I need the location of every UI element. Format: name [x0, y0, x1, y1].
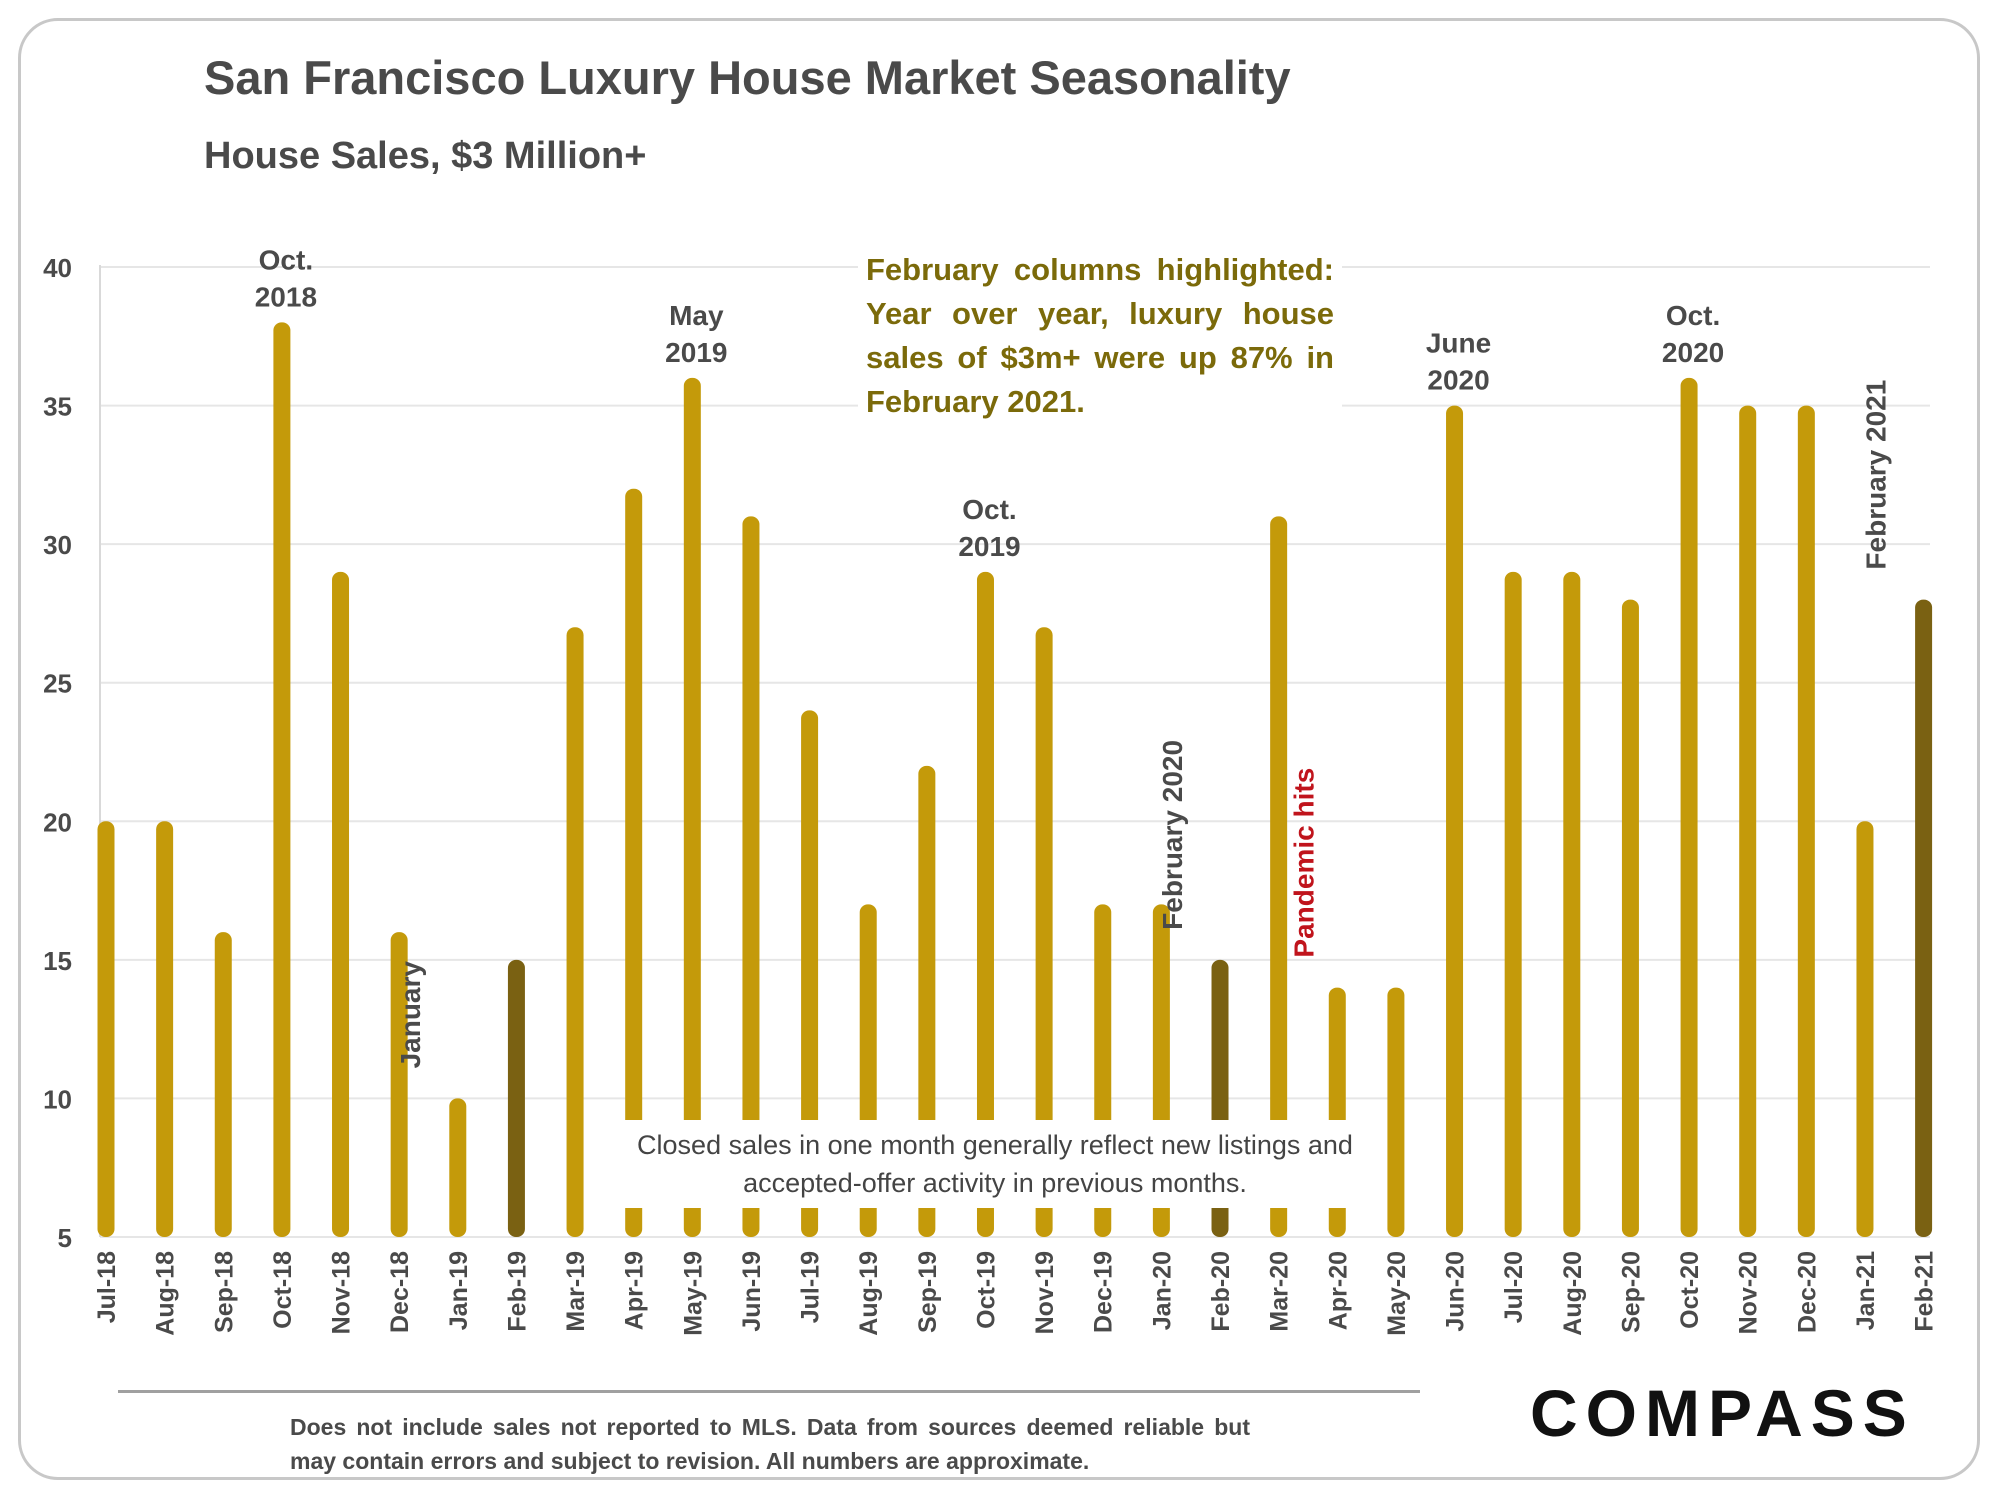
annotation-label: Oct. [962, 494, 1016, 525]
x-tick-label: Jan-19 [445, 1251, 473, 1330]
annotation-label: Oct. [1666, 300, 1720, 331]
x-tick-label: Oct-19 [972, 1251, 1000, 1329]
y-tick-label: 40 [43, 253, 72, 283]
y-tick-label: 35 [43, 392, 72, 422]
annotation-label: May [669, 300, 724, 331]
y-tick-label: 5 [58, 1223, 72, 1253]
bar-nov-20 [1739, 405, 1757, 1238]
chart-subtitle: House Sales, $3 Million+ [204, 135, 647, 177]
bar-sep-18 [214, 932, 232, 1237]
bar-jan-21 [1856, 821, 1874, 1237]
footer-divider [118, 1390, 1420, 1393]
bar-sep-20 [1621, 599, 1639, 1237]
pandemic-annotation: Pandemic hits [1288, 768, 1319, 958]
annotation-label: 2019 [958, 531, 1020, 562]
bar-nov-19 [1035, 627, 1053, 1237]
annotation-label: 2019 [665, 337, 727, 368]
x-tick-label: Feb-20 [1207, 1251, 1235, 1332]
x-tick-label: Sep-19 [914, 1251, 942, 1333]
bar-feb-19 [507, 959, 525, 1237]
callout-annotation: February columns highlighted: Year over … [858, 248, 1342, 424]
x-tick-label: Sep-18 [210, 1251, 238, 1333]
bar-may-20 [1387, 987, 1405, 1237]
y-tick-label: 20 [43, 807, 72, 837]
y-tick-label: 15 [43, 946, 72, 976]
annotation-label: 2020 [1662, 337, 1724, 368]
x-tick-label: Aug-20 [1559, 1251, 1587, 1336]
annotation-label: January [395, 961, 426, 1069]
annotation-label: 2018 [255, 281, 317, 312]
bar-oct-19 [976, 571, 994, 1237]
x-tick-label: Jul-20 [1500, 1251, 1528, 1323]
bar-jul-18 [97, 821, 115, 1237]
x-tick-label: Jul-18 [93, 1251, 121, 1323]
bar-mar-20 [1270, 516, 1288, 1237]
y-tick-label: 25 [43, 669, 72, 699]
x-tick-label: Jan-21 [1852, 1251, 1880, 1330]
bar-apr-19 [625, 488, 643, 1237]
x-tick-label: Mar-19 [562, 1251, 590, 1332]
x-tick-label: Oct-20 [1676, 1251, 1704, 1329]
x-tick-label: Apr-19 [621, 1251, 649, 1330]
x-tick-label: Dec-19 [1090, 1251, 1118, 1333]
bar-nov-18 [332, 571, 350, 1237]
x-tick-label: Nov-19 [1031, 1251, 1059, 1334]
bar-jun-19 [742, 516, 760, 1237]
x-tick-label: Sep-20 [1617, 1251, 1645, 1333]
x-tick-label: Feb-21 [1911, 1251, 1939, 1332]
bar-jul-19 [801, 710, 819, 1237]
x-tick-label: Mar-20 [1266, 1251, 1294, 1332]
x-tick-label: Apr-20 [1324, 1251, 1352, 1330]
x-tick-label: Nov-18 [328, 1251, 356, 1334]
bar-aug-20 [1563, 571, 1581, 1237]
note-annotation: Closed sales in one month generally refl… [620, 1120, 1370, 1208]
x-tick-label: Feb-19 [503, 1251, 531, 1332]
footnote: Does not include sales not reported to M… [290, 1414, 1250, 1474]
bar-jan-19 [449, 1098, 467, 1237]
bar-mar-19 [566, 627, 584, 1237]
annotation-label: February 2020 [1157, 740, 1188, 930]
x-tick-label: Dec-18 [386, 1251, 414, 1333]
bar-dec-18 [390, 932, 408, 1237]
bar-jun-20 [1446, 405, 1464, 1238]
x-tick-label: May-20 [1383, 1251, 1411, 1336]
x-tick-label: Oct-18 [269, 1251, 297, 1329]
bar-sep-19 [918, 765, 936, 1237]
compass-logo: COMPASS [1530, 1376, 1915, 1450]
x-tick-label: Jul-19 [797, 1251, 825, 1323]
bar-jul-20 [1504, 571, 1522, 1237]
x-tick-label: May-19 [679, 1251, 707, 1336]
bar-oct-20 [1680, 377, 1698, 1237]
annotation-label: 2020 [1427, 365, 1489, 396]
bar-dec-20 [1797, 405, 1815, 1238]
bar-oct-18 [273, 322, 291, 1237]
annotation-label: June [1426, 328, 1491, 359]
x-tick-label: Jun-20 [1442, 1251, 1470, 1332]
chart-title: San Francisco Luxury House Market Season… [204, 51, 1291, 104]
y-tick-label: 30 [43, 530, 72, 560]
x-tick-label: Jun-19 [738, 1251, 766, 1332]
annotation-label: February 2021 [1861, 380, 1892, 570]
bar-feb-21 [1915, 599, 1933, 1237]
x-tick-label: Jan-20 [1148, 1251, 1176, 1330]
annotation-label: Oct. [259, 244, 313, 275]
x-tick-label: Nov-20 [1735, 1251, 1763, 1334]
bar-aug-18 [156, 821, 174, 1237]
y-tick-label: 10 [43, 1084, 72, 1114]
bar-may-19 [683, 377, 701, 1237]
x-tick-label: Dec-20 [1793, 1251, 1821, 1333]
x-tick-label: Aug-19 [855, 1251, 883, 1336]
x-tick-label: Aug-18 [152, 1251, 180, 1336]
